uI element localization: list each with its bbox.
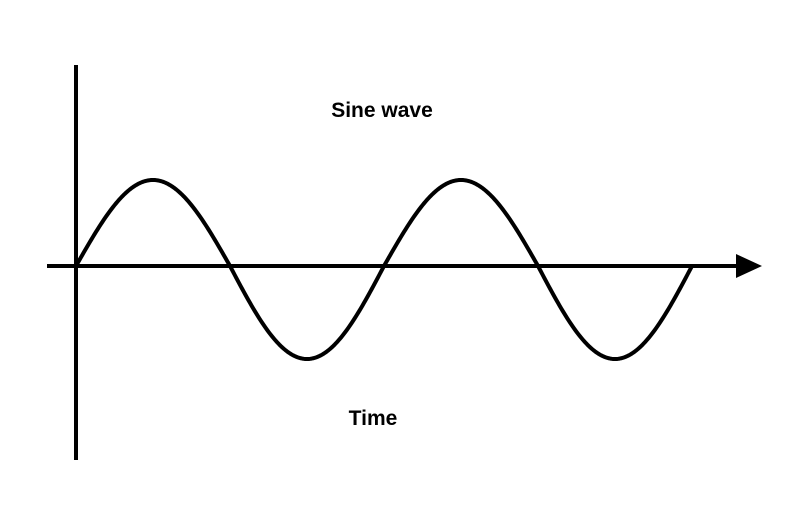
x-axis-label: Time — [348, 407, 398, 430]
sine-curve — [74, 178, 694, 361]
diagram-title: Sine wave — [331, 99, 433, 122]
x-axis-arrowhead — [736, 254, 762, 278]
